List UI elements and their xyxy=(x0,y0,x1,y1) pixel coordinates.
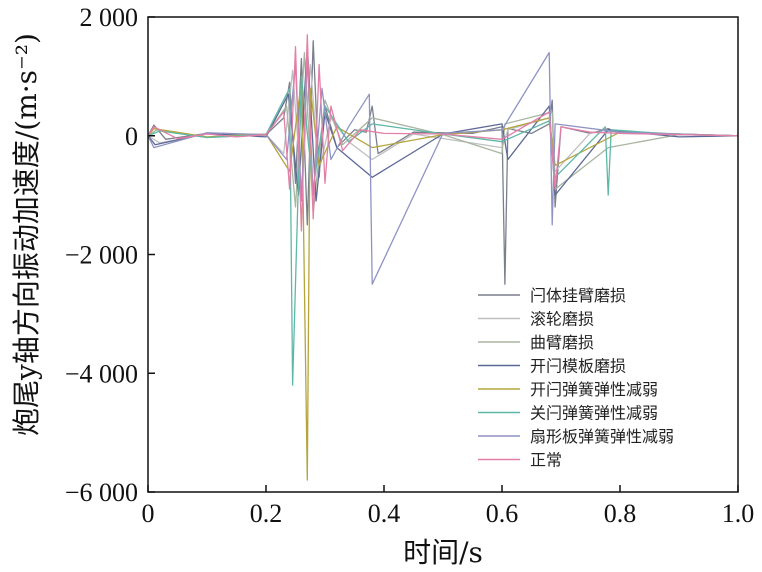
legend-label: 闩体挂臂磨损 xyxy=(530,286,626,305)
x-tick-label: 0 xyxy=(142,499,155,528)
y-tick-label: −2 000 xyxy=(65,241,138,270)
legend-label: 扇形板弹簧弹性减弱 xyxy=(530,427,674,446)
x-tick-label: 1.0 xyxy=(722,499,755,528)
legend-label: 开闩模板磨损 xyxy=(530,357,626,376)
legend: 闩体挂臂磨损滚轮磨损曲臂磨损开闩模板磨损开闩弹簧弹性减弱关闩弹簧弹性减弱扇形板弹… xyxy=(478,286,674,470)
legend-label: 关闩弹簧弹性减弱 xyxy=(530,404,658,423)
legend-label: 滚轮磨损 xyxy=(530,310,594,329)
x-tick-label: 0.6 xyxy=(486,499,519,528)
series-line-7 xyxy=(147,34,739,232)
x-tick-label: 0.2 xyxy=(250,499,283,528)
y-tick-label: −6 000 xyxy=(65,478,138,507)
y-axis-title: 炮尾y轴方向振动加速度/(m·s⁻²) xyxy=(10,33,43,436)
x-tick-label: 0.8 xyxy=(604,499,637,528)
plot-area: 0 0.2 0.4 0.6 0.8 1.0 2 000 0 −2 000 −4 000 −6 00… xyxy=(65,3,754,528)
series-layer xyxy=(147,34,739,481)
series-line-3 xyxy=(147,46,739,202)
series-line-0 xyxy=(147,40,739,285)
legend-label: 正常 xyxy=(530,451,562,470)
x-tick-label: 0.4 xyxy=(368,499,401,528)
y-tick-label: 0 xyxy=(125,122,138,151)
legend-label: 开闩弹簧弹性减弱 xyxy=(530,380,658,399)
x-axis-title: 时间/s xyxy=(403,536,483,569)
series-line-6 xyxy=(147,51,739,285)
y-tick-label: 2 000 xyxy=(80,3,139,32)
y-axis: 2 000 0 −2 000 −4 000 −6 000 xyxy=(65,3,155,507)
series-line-1 xyxy=(147,63,739,190)
legend-label: 曲臂磨损 xyxy=(530,333,594,352)
y-tick-label: −4 000 xyxy=(65,359,138,388)
x-axis: 0 0.2 0.4 0.6 0.8 1.0 xyxy=(142,485,755,528)
series-line-5 xyxy=(147,75,739,386)
